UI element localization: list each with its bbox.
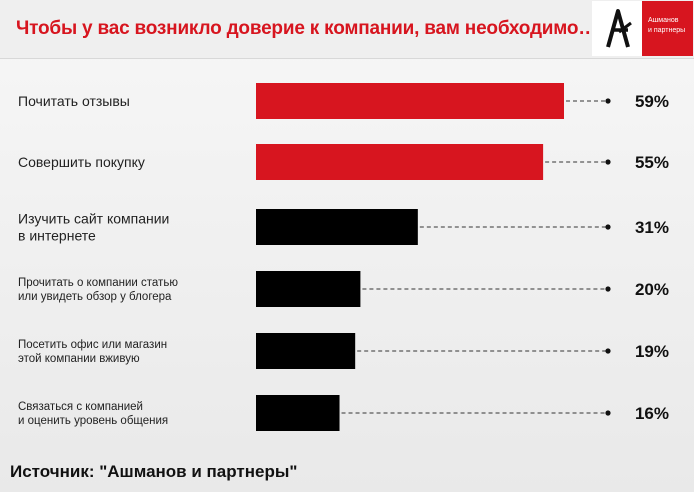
category-label: Прочитать о компании статью или увидеть о…: [18, 277, 178, 303]
leader-dot: [605, 286, 611, 292]
leader-dot: [605, 159, 611, 165]
bar-chart: Почитать отзывы 59% Совершить покупку 55% Из…: [18, 83, 669, 431]
category-label: Совершить покупку: [18, 154, 145, 170]
page-title: Чтобы у вас возникло доверие к компании,…: [16, 18, 598, 39]
value-label: 20%: [635, 280, 669, 299]
value-label: 31%: [635, 218, 669, 237]
logo-text-area: Ашманов и партнеры: [642, 1, 693, 56]
leader-dot: [605, 410, 611, 416]
bar: [256, 395, 340, 431]
category-label-line: Почитать отзывы: [18, 93, 130, 109]
category-label-line: этой компании вживую: [18, 353, 140, 365]
category-label: Связаться с компанией и оценить уровень о…: [18, 401, 168, 427]
value-label: 55%: [635, 153, 669, 172]
source-caption: Источник: "Ашманов и партнеры": [10, 462, 298, 481]
logo-mark-area: [592, 1, 642, 56]
logo-line-2: и партнеры: [648, 27, 686, 34]
value-label: 19%: [635, 342, 669, 361]
category-label: Посетить офис или магазин этой компании в…: [18, 339, 167, 365]
logo-mark-icon: [606, 9, 632, 48]
category-label-line: Посетить офис или магазин: [18, 339, 167, 351]
category-label: Изучить сайт компании в интернете: [18, 210, 169, 243]
category-label-line: в интернете: [18, 227, 96, 243]
category-label-line: и оценить уровень общения: [18, 415, 168, 427]
category-label-line: Изучить сайт компании: [18, 210, 169, 226]
header-bar: Чтобы у вас возникло доверие к компании,…: [0, 0, 694, 59]
leader-dot: [605, 224, 611, 230]
logo-text: Ашманов и партнеры: [648, 16, 692, 36]
category-label-line: Прочитать о компании статью: [18, 277, 178, 289]
value-label: 59%: [635, 92, 669, 111]
category-label-line: Связаться с компанией: [18, 401, 143, 413]
logo-line-1: Ашманов: [648, 17, 679, 24]
bar: [256, 271, 361, 307]
leader-dot: [605, 348, 611, 354]
value-label: 16%: [635, 404, 669, 423]
category-label: Почитать отзывы: [18, 93, 130, 109]
category-label-line: или увидеть обзор у блогера: [18, 291, 172, 303]
bar: [256, 144, 544, 180]
bar: [256, 209, 418, 245]
bar: [256, 83, 564, 119]
leader-dot: [605, 98, 611, 104]
bar: [256, 333, 356, 369]
category-label-line: Совершить покупку: [18, 154, 145, 170]
company-logo: Ашманов и партнеры: [592, 1, 693, 56]
